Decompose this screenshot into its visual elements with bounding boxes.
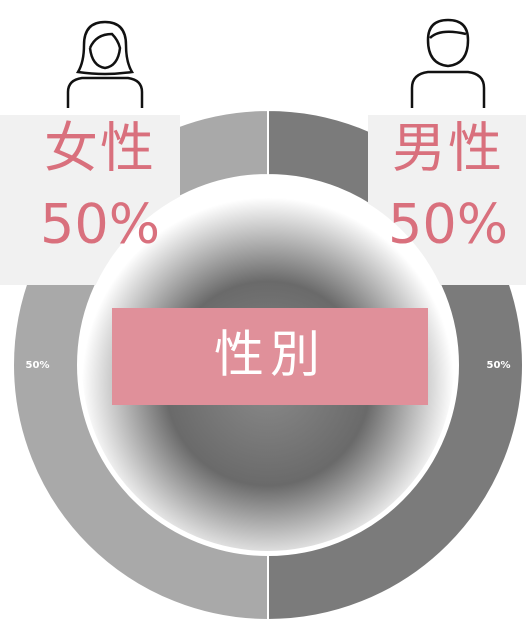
category-label: 男性 xyxy=(392,117,504,180)
female-icon xyxy=(66,20,144,108)
segment-label: 50% xyxy=(487,360,511,371)
title-box xyxy=(112,308,428,405)
category-label: 女性 xyxy=(44,117,156,180)
percent-label: 50% xyxy=(388,193,508,256)
segment-label: 50% xyxy=(26,360,50,371)
male-icon xyxy=(410,18,486,108)
chart-title: 性別 xyxy=(214,326,326,384)
percent-label: 50% xyxy=(40,193,160,256)
